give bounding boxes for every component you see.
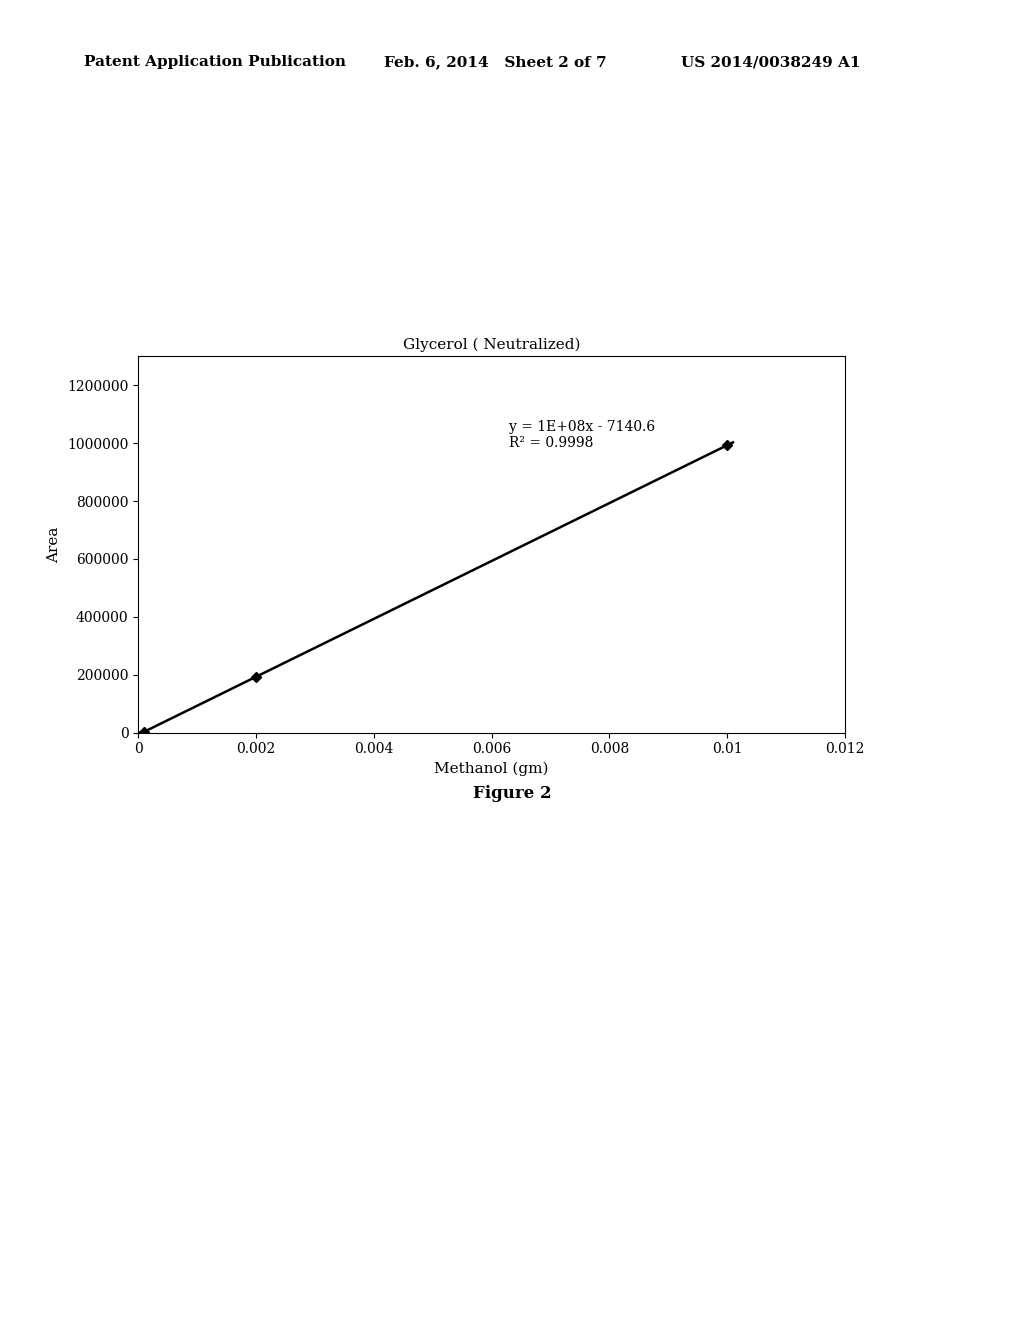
Text: Patent Application Publication: Patent Application Publication	[84, 55, 346, 70]
Text: y = 1E+08x - 7140.6
R² = 0.9998: y = 1E+08x - 7140.6 R² = 0.9998	[509, 420, 655, 450]
Text: Figure 2: Figure 2	[473, 785, 551, 803]
X-axis label: Methanol (gm): Methanol (gm)	[434, 762, 549, 776]
Text: US 2014/0038249 A1: US 2014/0038249 A1	[681, 55, 860, 70]
Title: Glycerol ( Neutralized): Glycerol ( Neutralized)	[402, 338, 581, 352]
Y-axis label: Area: Area	[47, 527, 61, 562]
Text: Feb. 6, 2014   Sheet 2 of 7: Feb. 6, 2014 Sheet 2 of 7	[384, 55, 606, 70]
